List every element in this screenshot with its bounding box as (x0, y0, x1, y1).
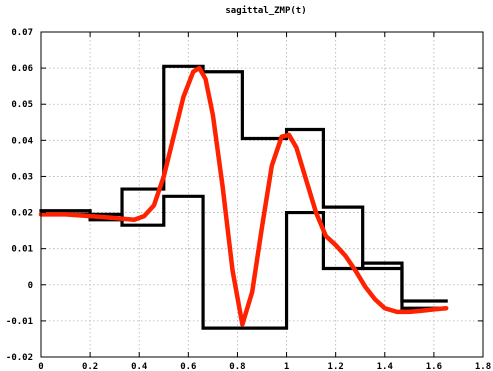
tick-label-layer: 0 0.2 0.4 0.6 0.8 1 1.2 1.4 1.6 1.8 -0.02 -0.01 0 0.0… (6, 28, 491, 371)
x-tick-label: 1.4 (377, 362, 394, 371)
series-layer (38, 64, 449, 330)
y-tick-label: 0.02 (11, 209, 33, 219)
x-tick-label: 1 (284, 362, 289, 371)
zmp-trajectory-line (38, 65, 449, 327)
axis-ticks-layer (40, 31, 484, 358)
reference-step-line (39, 194, 448, 330)
reference-step-line (39, 64, 448, 303)
grid-layer (41, 32, 483, 357)
x-tick-label: 0.6 (180, 362, 196, 371)
x-tick-label: 1.8 (475, 362, 491, 371)
y-tick-label: 0.03 (11, 172, 33, 182)
x-tick-label: 1.2 (328, 362, 344, 371)
chart-title: sagittal_ZMP(t) (225, 5, 306, 16)
x-tick-label: 1.6 (426, 362, 442, 371)
y-tick-label: 0.06 (11, 64, 33, 74)
y-tick-label: -0.02 (6, 353, 33, 363)
x-tick-label: 0.2 (82, 362, 98, 371)
plot-frame (40, 31, 484, 358)
y-tick-label: 0.01 (11, 245, 33, 255)
y-tick-label: 0 (28, 281, 33, 291)
x-tick-label: 0 (38, 362, 43, 371)
y-tick-label: -0.01 (6, 317, 33, 327)
x-tick-label: 0.4 (131, 362, 148, 371)
x-tick-label: 0.8 (229, 362, 245, 371)
y-tick-label: 0.05 (11, 100, 33, 110)
y-tick-label: 0.04 (11, 136, 33, 146)
y-tick-label: 0.07 (11, 28, 33, 38)
